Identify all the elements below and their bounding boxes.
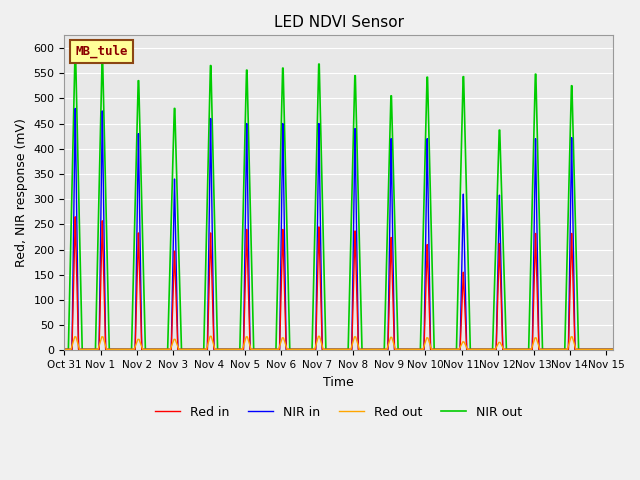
NIR out — [367, 347, 375, 352]
Red out — [405, 347, 413, 352]
NIR out — [405, 347, 413, 352]
NIR in — [367, 347, 375, 352]
Red in — [61, 347, 68, 352]
Red out — [495, 339, 503, 345]
Title: LED NDVI Sensor: LED NDVI Sensor — [274, 15, 404, 30]
Line: Red out: Red out — [65, 336, 624, 349]
Red out — [417, 347, 424, 352]
Red out — [61, 347, 68, 352]
NIR out — [71, 49, 79, 55]
NIR out — [61, 347, 68, 352]
Red in — [367, 347, 375, 352]
Red in — [495, 255, 503, 261]
Red in — [417, 347, 424, 352]
NIR in — [355, 347, 363, 352]
Red out — [620, 347, 628, 352]
Red in — [237, 347, 245, 352]
Red in — [405, 347, 413, 352]
NIR in — [417, 347, 424, 352]
NIR out — [355, 235, 363, 240]
Red in — [72, 214, 79, 220]
Red out — [237, 347, 245, 352]
Red out — [355, 347, 363, 352]
Line: Red in: Red in — [65, 217, 624, 349]
NIR in — [61, 347, 68, 352]
NIR out — [237, 287, 245, 293]
Text: MB_tule: MB_tule — [76, 45, 128, 58]
Y-axis label: Red, NIR response (mV): Red, NIR response (mV) — [15, 119, 28, 267]
Red in — [620, 347, 628, 352]
NIR out — [417, 337, 424, 343]
Line: NIR out: NIR out — [65, 52, 624, 349]
Red in — [355, 347, 363, 352]
Line: NIR in: NIR in — [65, 108, 624, 349]
Red out — [367, 347, 375, 352]
X-axis label: Time: Time — [323, 376, 354, 389]
NIR in — [495, 214, 503, 219]
NIR in — [72, 106, 79, 111]
Legend: Red in, NIR in, Red out, NIR out: Red in, NIR in, Red out, NIR out — [150, 401, 527, 424]
NIR out — [620, 347, 628, 352]
NIR in — [237, 347, 245, 352]
NIR in — [620, 347, 628, 352]
NIR out — [495, 132, 503, 138]
NIR in — [405, 347, 413, 352]
Red out — [206, 334, 214, 339]
